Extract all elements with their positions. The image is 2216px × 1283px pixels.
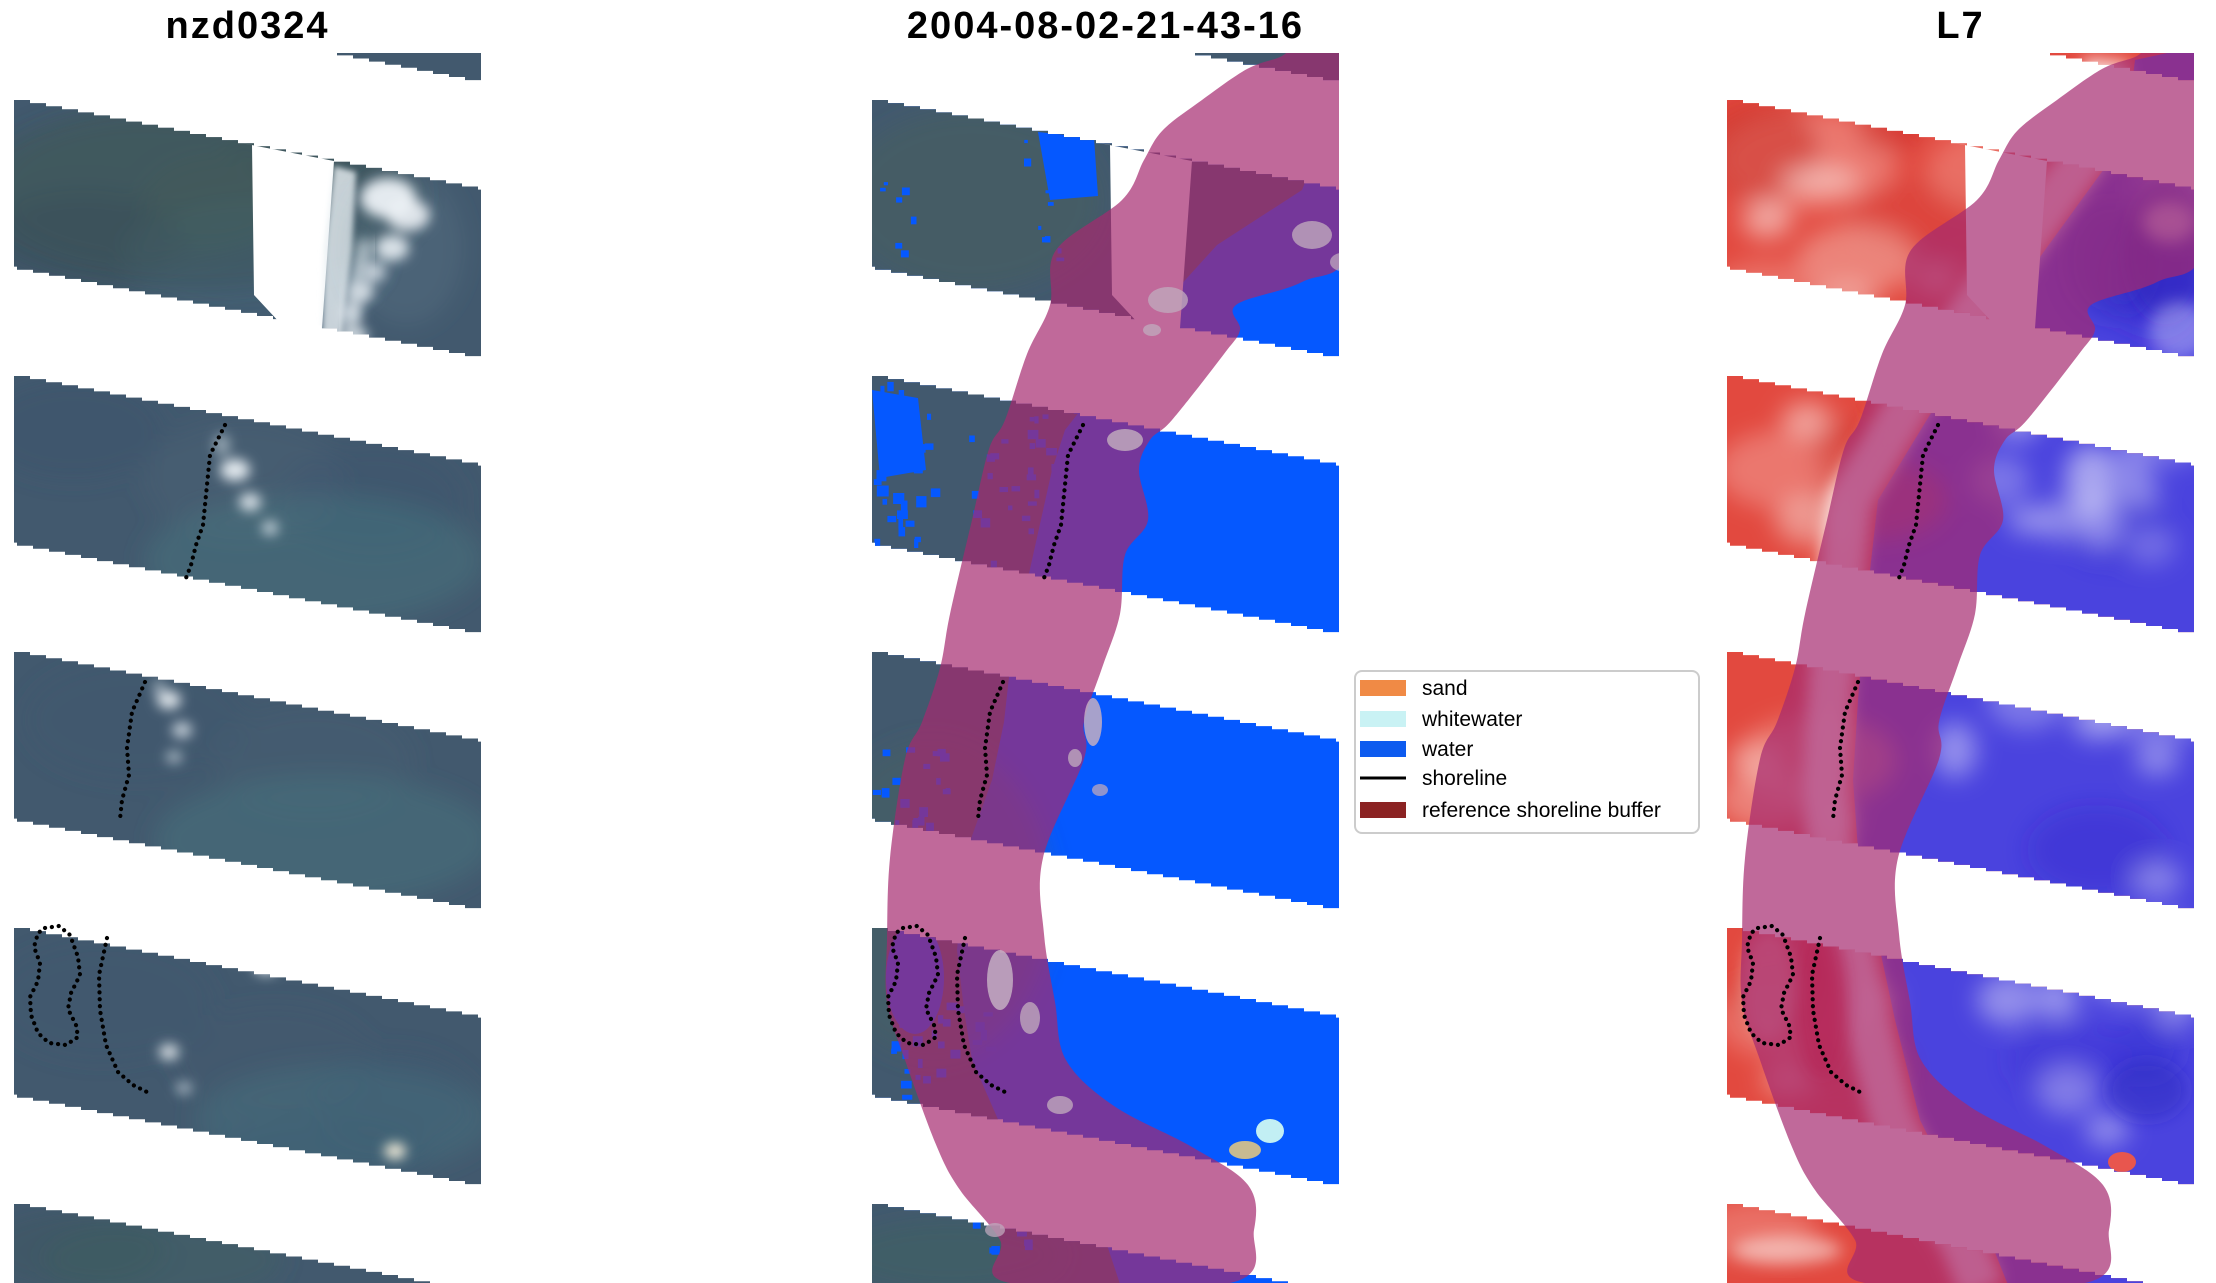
svg-text:2004-08-02-21-43-16: 2004-08-02-21-43-16 (907, 5, 1304, 47)
svg-text:whitewater: whitewater (1421, 708, 1522, 731)
svg-text:L7: L7 (1936, 5, 1984, 47)
svg-text:sand: sand (1422, 677, 1468, 700)
svg-text:reference shoreline buffer: reference shoreline buffer (1422, 799, 1661, 822)
svg-text:shoreline: shoreline (1422, 767, 1507, 790)
svg-text:water: water (1421, 738, 1473, 761)
svg-text:nzd0324: nzd0324 (166, 5, 330, 47)
